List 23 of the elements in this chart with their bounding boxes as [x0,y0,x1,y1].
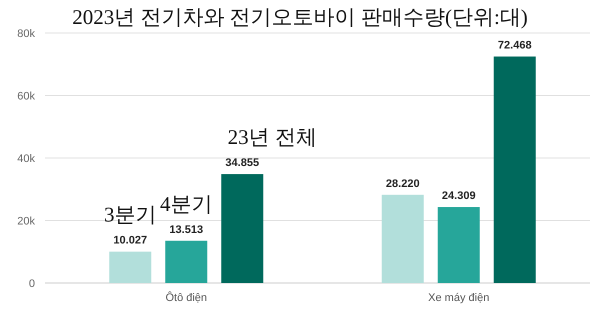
y-tick-label: 20k [17,216,36,228]
bar [382,194,424,283]
data-label: 28.220 [386,178,420,190]
x-tick-label: Ôtô điện [165,291,208,304]
series-label: 23년 전체 [228,125,317,150]
y-tick-label: 80k [17,28,36,40]
data-label: 72.468 [498,40,532,52]
bar [221,174,264,283]
y-tick-label: 0 [28,278,35,290]
data-label: 34.855 [225,157,260,170]
bar [109,252,152,283]
series-label: 3분기 [104,202,156,227]
x-tick-label: Xe máy điện [428,292,490,304]
data-label: 10.027 [113,234,148,247]
bar [438,207,480,283]
bar [494,56,536,283]
data-label: 13.513 [169,224,204,236]
data-label: 24.309 [442,190,476,202]
chart-title: 2023년 전기차와 전기오토바이 판매수량(단위:대) [72,5,528,29]
y-tick-label: 40k [17,153,36,165]
y-tick-label: 60k [17,90,36,102]
series-label: 4분기 [160,192,212,216]
bar [165,240,208,283]
